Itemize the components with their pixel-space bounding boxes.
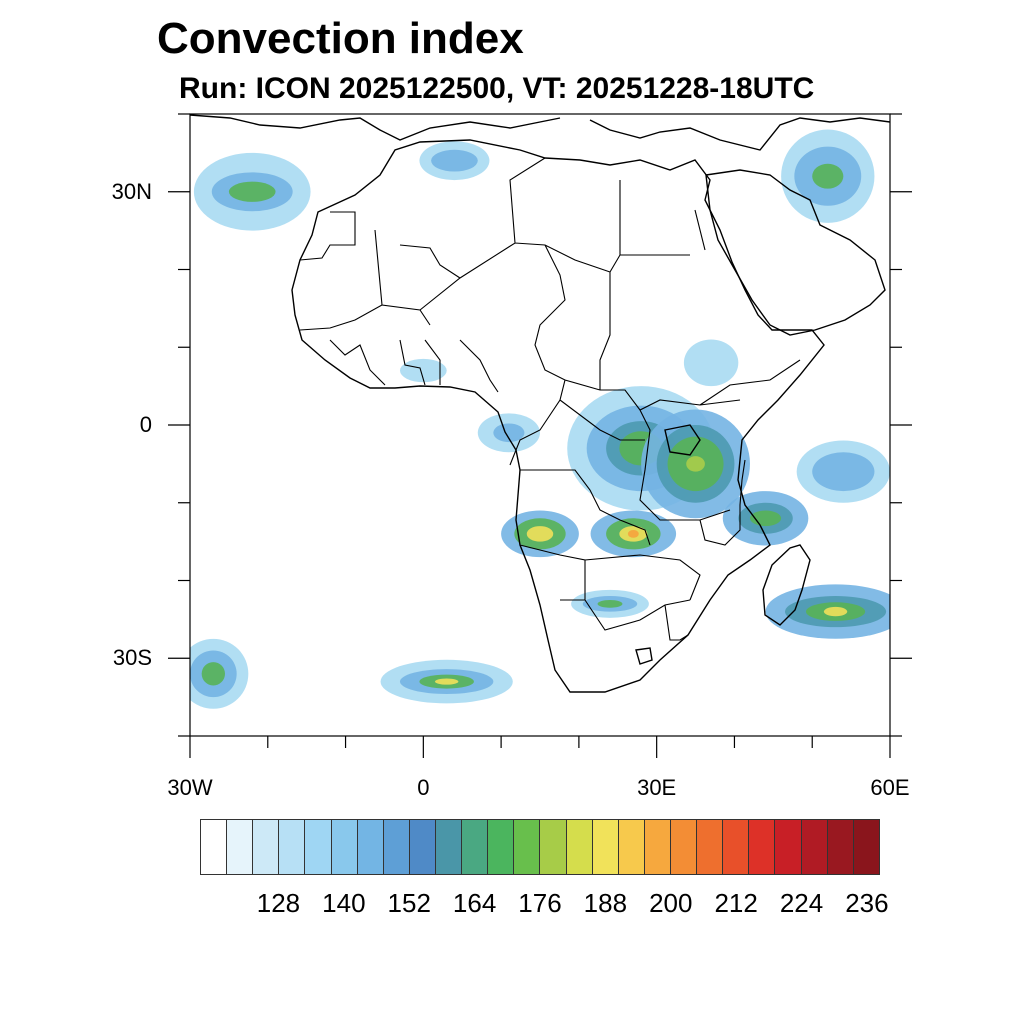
mozambique-band xyxy=(722,491,809,546)
colorbar-swatch xyxy=(775,820,802,874)
colorbar-swatch xyxy=(670,820,698,874)
axis-ticks xyxy=(168,113,912,758)
lon-label: 60E xyxy=(870,775,910,800)
gulf-of-guinea-patch xyxy=(477,413,540,453)
colorbar-swatch xyxy=(853,820,879,874)
colorbar-swatch xyxy=(749,820,776,874)
colorbar-tick-label: 152 xyxy=(387,888,431,918)
middle-east-patch-level-2 xyxy=(812,163,844,189)
convection-field xyxy=(190,129,890,709)
colorbar-swatch xyxy=(201,820,228,874)
madagascar-coastline xyxy=(762,544,811,626)
colorbar-tick-label: 188 xyxy=(583,888,628,918)
colorbar-tick-label: 176 xyxy=(518,888,562,918)
lon-label: 0 xyxy=(417,775,430,800)
south-atlantic-band-level-3 xyxy=(435,678,459,685)
ethiopia-patch-level-0 xyxy=(683,339,739,387)
run-subtitle: Run: ICON 2025122500, VT: 20251228-18UTC xyxy=(179,72,815,105)
lake-victoria-cluster xyxy=(641,409,750,519)
colorbar-tick-label: 200 xyxy=(649,888,693,918)
convection-map xyxy=(168,113,912,758)
lake-victoria-outline xyxy=(664,424,701,456)
colorbar-tick-label: 128 xyxy=(256,888,301,918)
europe-coastline xyxy=(190,114,890,151)
colorbar-swatch xyxy=(514,820,541,874)
colorbar-tick-label: 164 xyxy=(452,888,497,918)
botswana-patch xyxy=(571,589,649,618)
colorbar-swatch xyxy=(801,820,828,874)
colorbar-swatch xyxy=(697,820,724,874)
lat-label: 30S xyxy=(112,645,152,671)
colorbar-swatch xyxy=(331,820,358,874)
colorbar-swatch xyxy=(227,820,254,874)
lake-lesotho-outline xyxy=(635,647,653,665)
madagascar-band-level-3 xyxy=(823,606,848,617)
southwest-corner-patch-level-2 xyxy=(201,662,225,686)
lat-label: 30N xyxy=(111,178,152,204)
colorbar-swatch xyxy=(305,820,332,874)
colorbar-swatch xyxy=(435,820,463,874)
indian-ocean-patch xyxy=(796,440,890,503)
colorbar-swatch xyxy=(723,820,750,874)
colorbar-swatch xyxy=(488,820,515,874)
colorbar xyxy=(200,819,880,875)
north-atlantic-band-level-2 xyxy=(228,181,276,202)
ethiopia-patch xyxy=(683,339,739,387)
colorbar-swatch xyxy=(644,820,671,874)
colorbar-swatch xyxy=(409,820,436,874)
southwest-corner-patch xyxy=(190,638,249,709)
colorbar-swatch xyxy=(618,820,645,874)
angola-cluster-level-2 xyxy=(526,526,554,542)
arabia-coastline xyxy=(705,169,886,336)
zambia-cluster-level-3 xyxy=(627,529,639,538)
north-atlantic-band xyxy=(193,152,311,231)
page-title: Convection index xyxy=(157,14,524,63)
coastlines xyxy=(190,114,890,693)
zambia-cluster xyxy=(590,510,677,558)
lat-label: 0 xyxy=(139,412,152,437)
lon-label: 30E xyxy=(637,775,677,800)
colorbar-swatch xyxy=(566,820,593,874)
south-atlantic-band xyxy=(380,659,513,704)
indian-ocean-patch-level-1 xyxy=(812,452,875,492)
middle-east-patch xyxy=(781,129,875,223)
africa-coastline xyxy=(291,139,825,693)
colorbar-swatch xyxy=(592,820,619,874)
colorbar-tick-label: 212 xyxy=(714,888,758,918)
lake-victoria-cluster-level-3 xyxy=(686,456,705,472)
colorbar-tick-label: 236 xyxy=(845,888,889,918)
mediterranean-patch xyxy=(419,141,490,181)
colorbar-swatch xyxy=(827,820,854,874)
colorbar-tick-label: 140 xyxy=(322,888,366,918)
madagascar-band xyxy=(765,584,890,639)
botswana-patch-level-2 xyxy=(597,599,623,608)
colorbar-swatch xyxy=(253,820,280,874)
country-borders xyxy=(299,157,801,641)
colorbar-swatch xyxy=(462,820,489,874)
gulf-of-guinea-patch-level-1 xyxy=(493,423,525,443)
colorbar-swatch xyxy=(357,820,384,874)
lon-label: 30W xyxy=(167,775,213,800)
mediterranean-patch-level-1 xyxy=(431,149,478,172)
colorbar-swatch xyxy=(383,820,410,874)
border-lines xyxy=(299,157,801,641)
colorbar-swatch xyxy=(540,820,567,874)
colorbar-tick-label: 224 xyxy=(779,888,824,918)
west-africa-patch xyxy=(400,358,447,383)
colorbar-swatch xyxy=(279,820,306,874)
west-africa-patch-level-0 xyxy=(400,358,447,383)
